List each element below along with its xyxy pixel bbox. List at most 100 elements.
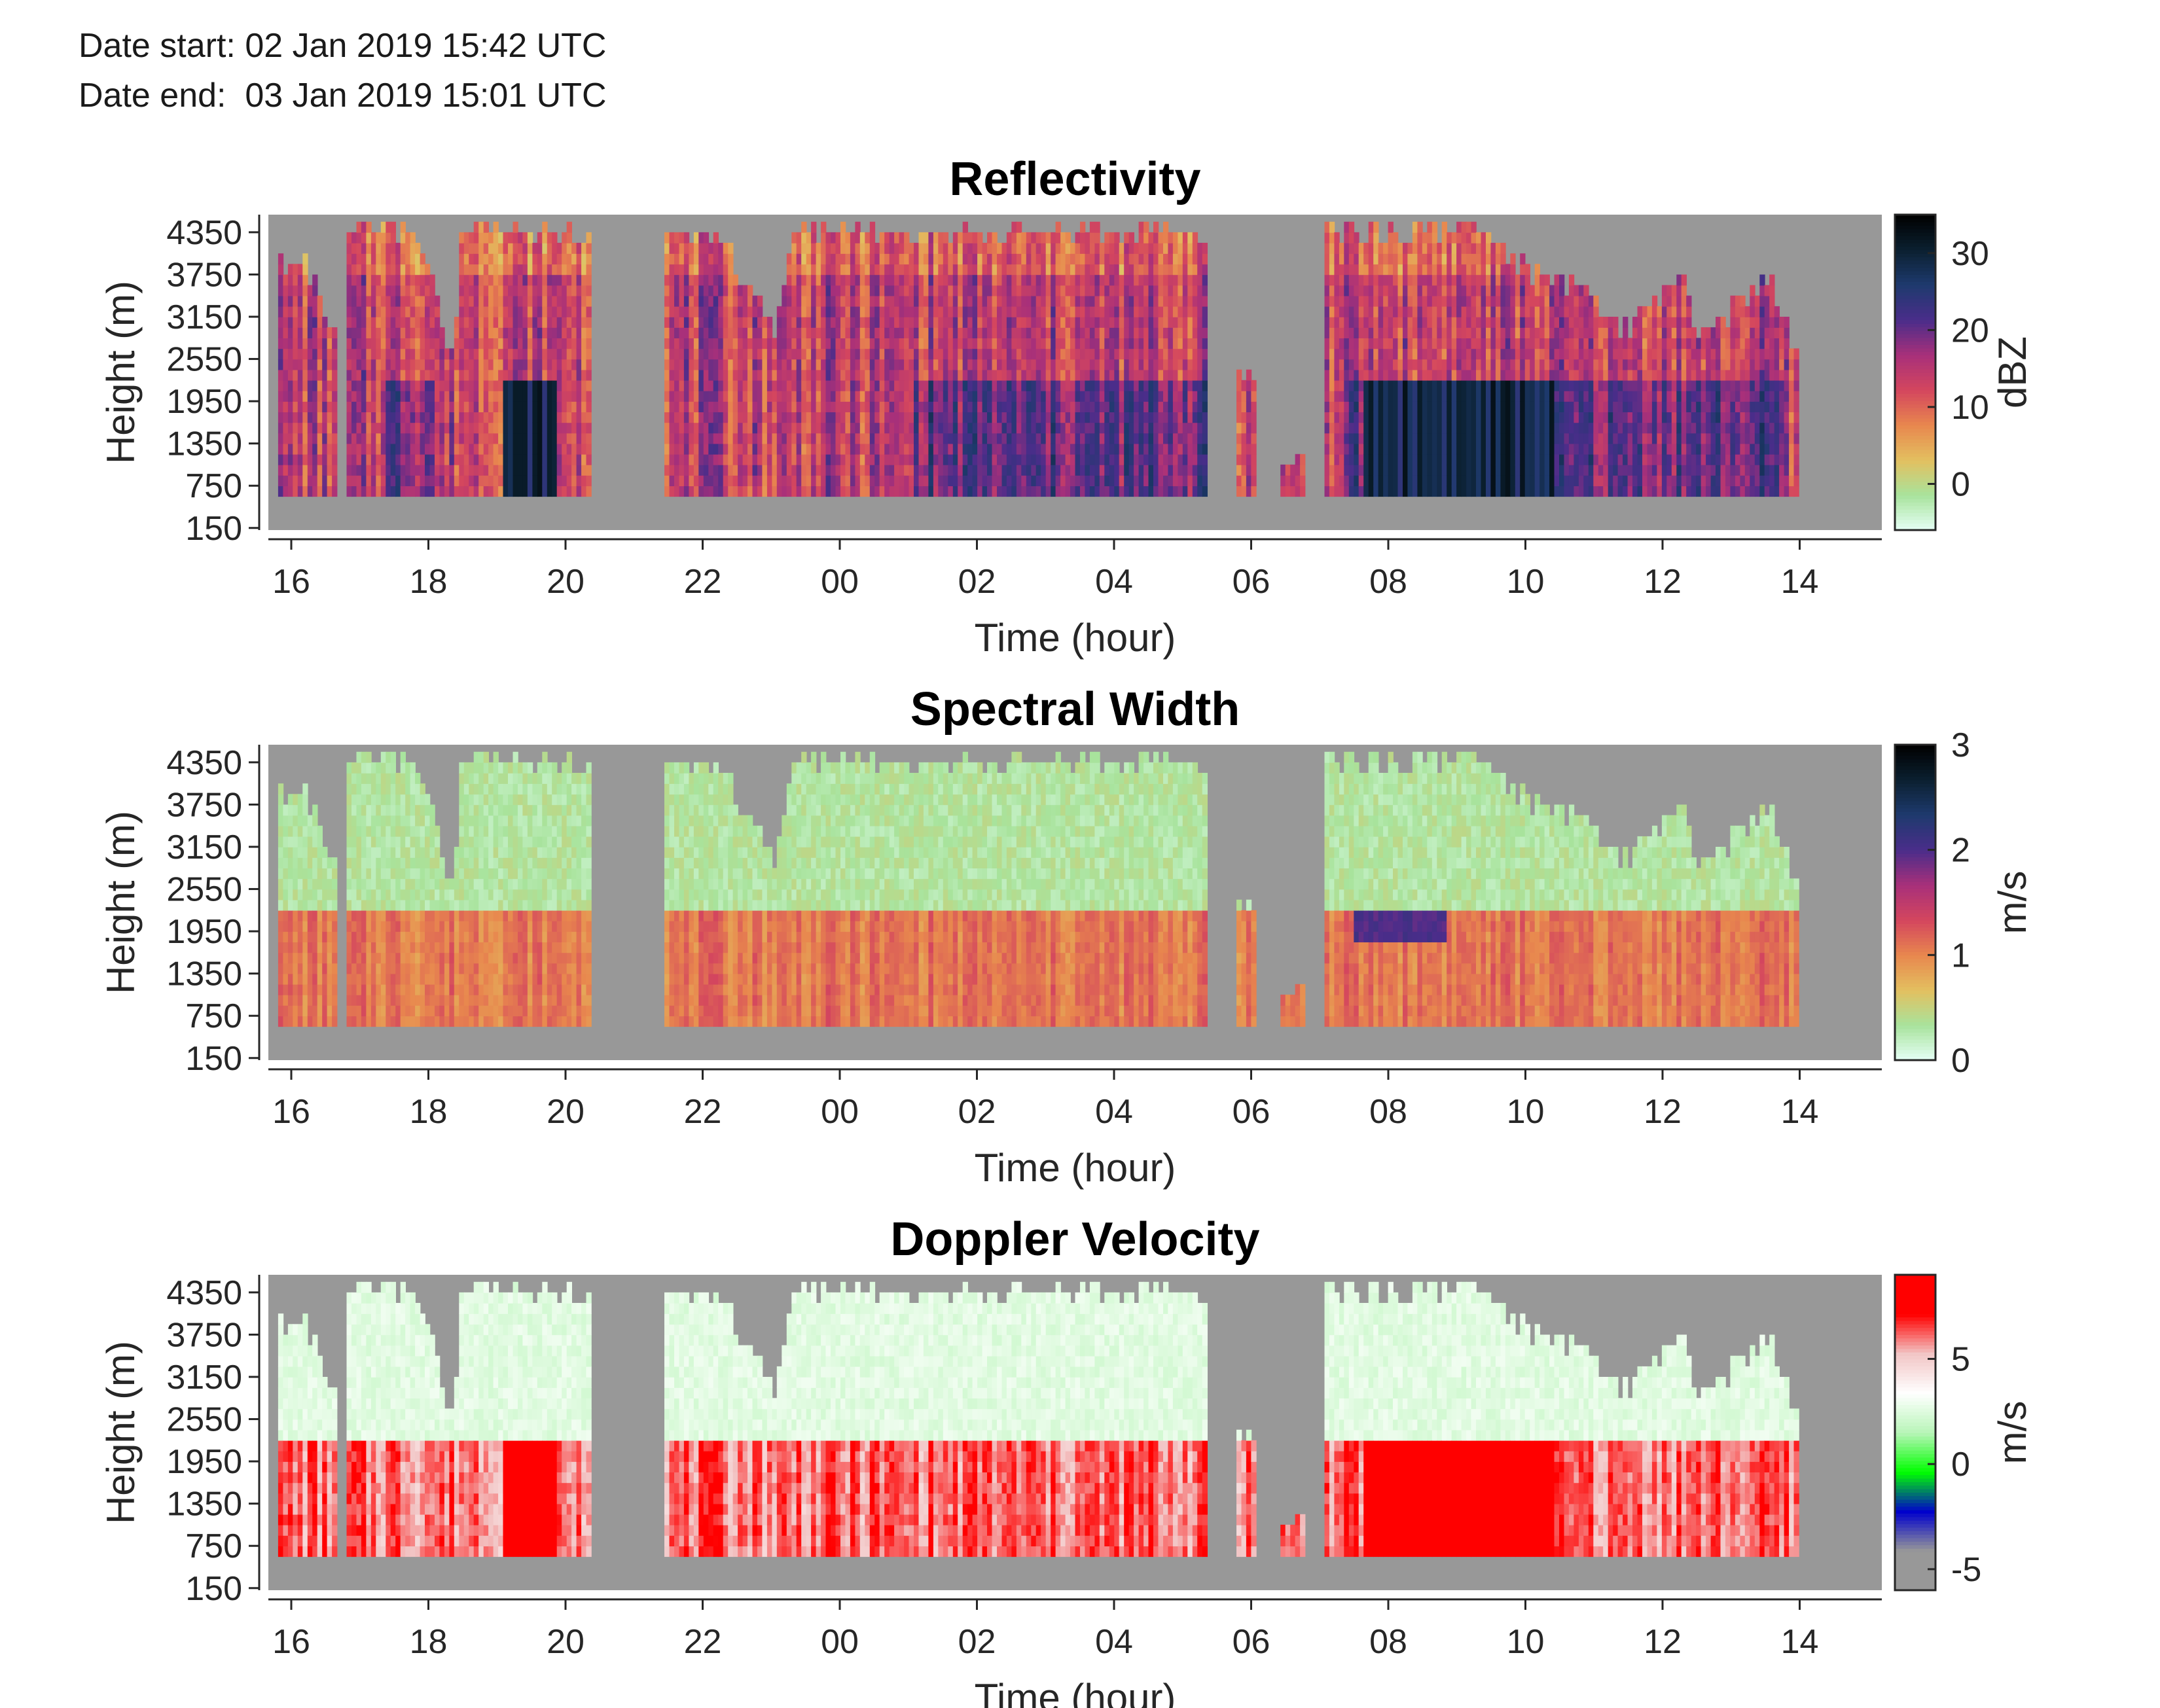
heatmap-cell [1451, 243, 1457, 254]
heatmap-cell [366, 348, 372, 360]
heatmap-cell [752, 359, 758, 370]
heatmap-cell [1065, 443, 1071, 455]
heatmap-cell [1051, 274, 1056, 286]
heatmap-cell [909, 264, 914, 276]
heatmap-cell [1431, 264, 1438, 276]
heatmap-cell [493, 391, 499, 402]
heatmap-cell [713, 475, 719, 486]
heatmap-cell [1016, 359, 1022, 370]
heatmap-cell [943, 380, 949, 391]
heatmap-cell [1099, 274, 1106, 286]
heatmap-cell [542, 317, 548, 328]
heatmap-cell [1138, 454, 1144, 465]
heatmap-cell [713, 401, 719, 412]
heatmap-cell [1021, 306, 1027, 317]
heatmap-cell [669, 380, 675, 391]
heatmap-cell [1407, 380, 1413, 391]
heatmap-cell [879, 243, 885, 254]
heatmap-cell [1422, 486, 1428, 497]
heatmap-cell [542, 295, 548, 307]
heatmap-cell [669, 486, 675, 497]
heatmap-cell [796, 412, 802, 423]
heatmap-cell [1197, 369, 1203, 381]
heatmap-cell [674, 380, 680, 391]
heatmap-cell [703, 348, 710, 360]
heatmap-cell [1178, 348, 1183, 360]
heatmap-cell [518, 433, 524, 444]
heatmap-cell [938, 327, 944, 338]
heatmap-cell [865, 274, 871, 286]
heatmap-cell [1388, 391, 1394, 402]
heatmap-cell [747, 475, 753, 486]
heatmap-cell [449, 380, 455, 391]
heatmap-cell [518, 232, 524, 243]
heatmap-cell [1070, 359, 1076, 370]
heatmap-cell [972, 464, 978, 476]
heatmap-cell [410, 443, 416, 455]
heatmap-cell [1134, 422, 1140, 434]
heatmap-cell [772, 422, 778, 434]
heatmap-cell [1422, 348, 1428, 360]
heatmap-cell [811, 295, 817, 307]
heatmap-cell [816, 369, 821, 381]
heatmap-cell [1041, 391, 1047, 402]
heatmap-cell [766, 464, 773, 476]
heatmap-cell [586, 232, 592, 243]
heatmap-cell [679, 391, 685, 402]
heatmap-cell [923, 243, 929, 254]
heatmap-cell [1006, 380, 1013, 391]
heatmap-cell [429, 454, 435, 465]
heatmap-cell [992, 401, 998, 412]
heatmap-cell [732, 359, 738, 370]
heatmap-cell [498, 443, 504, 455]
heatmap-cell [967, 285, 973, 296]
heatmap-cell [1197, 348, 1203, 360]
heatmap-cell [869, 295, 876, 307]
heatmap-cell [1016, 412, 1022, 423]
heatmap-cell [317, 295, 323, 307]
heatmap-cell [493, 338, 499, 349]
heatmap-cell [664, 274, 670, 286]
heatmap-cell [1378, 306, 1384, 317]
heatmap-cell [361, 391, 367, 402]
heatmap-cell [874, 306, 880, 317]
heatmap-cell [987, 274, 993, 286]
heatmap-cell [1300, 475, 1306, 486]
heatmap-cell [796, 306, 802, 317]
heatmap-cell [997, 380, 1003, 391]
heatmap-cell [962, 221, 968, 233]
heatmap-cell [469, 264, 475, 276]
heatmap-cell [1099, 475, 1106, 486]
heatmap-cell [1134, 327, 1140, 338]
heatmap-cell [552, 464, 558, 476]
heatmap-cell [518, 348, 524, 360]
heatmap-cell [972, 359, 978, 370]
heatmap-cell [1427, 443, 1433, 455]
heatmap-cell [835, 306, 841, 317]
heatmap-cell [1348, 232, 1355, 243]
heatmap-cell [1437, 348, 1443, 360]
heatmap-cell [1163, 306, 1169, 317]
heatmap-cell [801, 295, 807, 307]
heatmap-cell [1466, 274, 1472, 286]
heatmap-cell [1016, 264, 1022, 276]
heatmap-cell [1451, 475, 1457, 486]
heatmap-cell [293, 327, 298, 338]
heatmap-cell [1431, 454, 1438, 465]
heatmap-cell [855, 401, 861, 412]
heatmap-cell [889, 285, 895, 296]
heatmap-cell [1456, 401, 1462, 412]
heatmap-cell [1035, 348, 1041, 360]
heatmap-cell [1246, 464, 1252, 476]
heatmap-cell [874, 243, 880, 254]
heatmap-cell [1065, 264, 1071, 276]
heatmap-cell [576, 274, 582, 286]
heatmap-cell [1202, 433, 1208, 444]
heatmap-cell [1441, 454, 1447, 465]
heatmap-cell [825, 338, 831, 349]
heatmap-cell [952, 369, 959, 381]
heatmap-cell [914, 243, 920, 254]
heatmap-cell [1461, 380, 1467, 391]
heatmap-cell [405, 443, 411, 455]
heatmap-cell [473, 412, 479, 423]
